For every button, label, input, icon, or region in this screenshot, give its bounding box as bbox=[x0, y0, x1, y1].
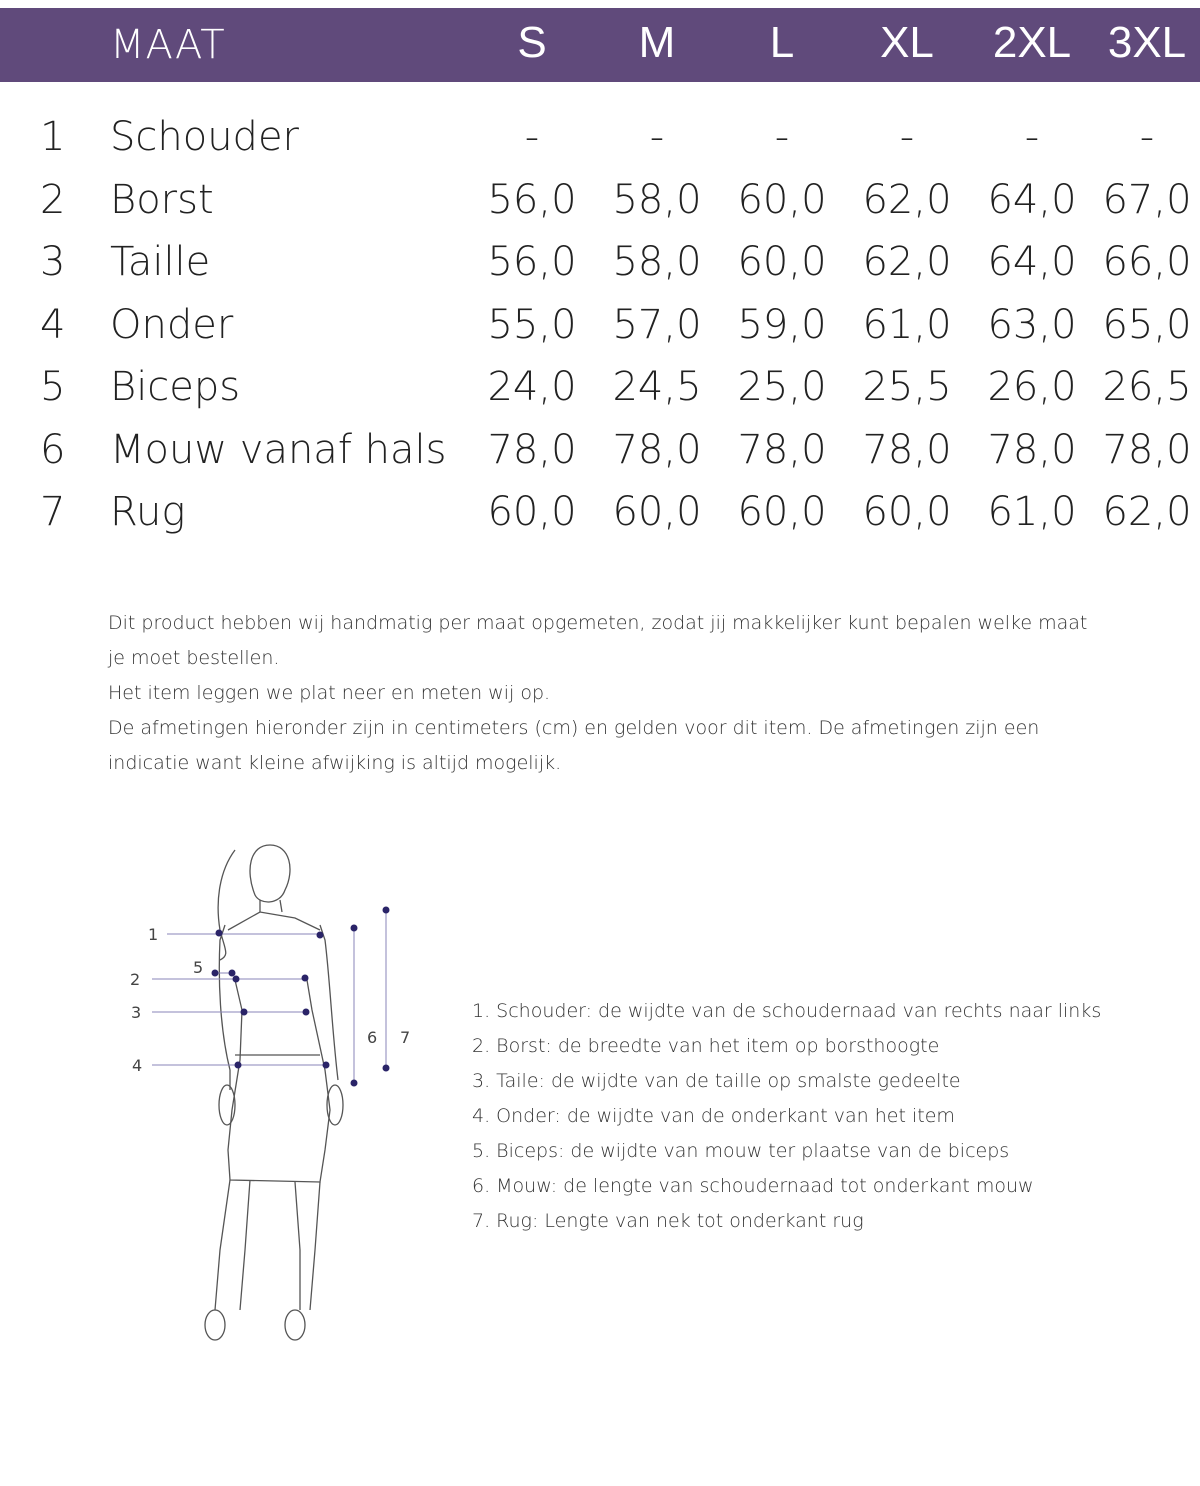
cell-value: 60,0 bbox=[737, 176, 827, 223]
legend-item: 4. Onder: de wijdte van de onderkant van… bbox=[472, 1105, 955, 1127]
measurement-figure: 1 2 3 4 5 6 7 bbox=[130, 844, 410, 1341]
figure-label-4: 4 bbox=[132, 1056, 142, 1075]
description-line: Het item leggen we plat neer en meten wi… bbox=[108, 682, 551, 704]
figure-label-3: 3 bbox=[131, 1003, 141, 1022]
cell-value: 78,0 bbox=[987, 426, 1077, 473]
cell-value: 67,0 bbox=[1102, 176, 1192, 223]
table-row: 1 Schouder - - - - - - bbox=[0, 114, 1200, 174]
cell-value: 57,0 bbox=[612, 301, 702, 348]
legend-item: 1. Schouder: de wijdte van de schouderna… bbox=[472, 1000, 1102, 1022]
cell-value: 24,0 bbox=[487, 364, 577, 410]
legend-item: 2. Borst: de breedte van het item op bor… bbox=[472, 1035, 940, 1057]
row-label: Schouder bbox=[110, 114, 300, 160]
cell-value: 58,0 bbox=[612, 176, 702, 223]
cell-value: 64,0 bbox=[987, 176, 1077, 223]
cell-value: 56,0 bbox=[487, 239, 577, 285]
row-label: Biceps bbox=[110, 364, 241, 410]
legend-item: 3. Taile: de wijdte van de taille op sma… bbox=[472, 1070, 961, 1092]
size-xl: XL bbox=[880, 18, 934, 67]
cell-value: 60,0 bbox=[487, 489, 577, 535]
row-label: Rug bbox=[110, 489, 186, 535]
row-number: 2 bbox=[40, 176, 66, 223]
cell-value: 78,0 bbox=[1102, 426, 1192, 473]
row-number: 3 bbox=[40, 239, 66, 285]
header-title: MAAT bbox=[110, 22, 226, 68]
cell-value: 64,0 bbox=[987, 239, 1077, 285]
cell-value: 55,0 bbox=[487, 301, 577, 348]
cell-value: 63,0 bbox=[987, 301, 1077, 348]
row-number: 5 bbox=[40, 364, 66, 410]
size-s: S bbox=[517, 18, 547, 67]
cell-value: 78,0 bbox=[737, 426, 827, 473]
measure-points bbox=[211, 906, 390, 1087]
size-2xl: 2XL bbox=[992, 18, 1072, 67]
figure-silhouette bbox=[204, 844, 344, 1341]
cell-value: - bbox=[899, 114, 915, 160]
legend-item: 5. Biceps: de wijdte van mouw ter plaats… bbox=[472, 1140, 1010, 1162]
figure-label-1: 1 bbox=[148, 925, 158, 944]
table-row: 3 Taille 56,0 58,0 60,0 62,0 64,0 66,0 bbox=[0, 239, 1200, 299]
cell-value: 25,5 bbox=[862, 364, 952, 410]
cell-value: - bbox=[1024, 114, 1040, 160]
row-label: Taille bbox=[110, 239, 211, 285]
cell-value: - bbox=[774, 114, 790, 160]
table-row: 7 Rug 60,0 60,0 60,0 60,0 61,0 62,0 bbox=[0, 489, 1200, 549]
description-line: Dit product hebben wij handmatig per maa… bbox=[108, 612, 1088, 669]
description-line: De afmetingen hieronder zijn in centimet… bbox=[108, 717, 1040, 774]
cell-value: 60,0 bbox=[612, 489, 702, 535]
size-m: M bbox=[638, 18, 676, 67]
cell-value: 65,0 bbox=[1102, 301, 1192, 348]
cell-value: - bbox=[524, 114, 540, 160]
cell-value: 61,0 bbox=[987, 489, 1077, 535]
row-label: Onder bbox=[110, 301, 234, 348]
size-3xl: 3XL bbox=[1107, 18, 1187, 67]
row-label: Borst bbox=[110, 176, 214, 223]
cell-value: 56,0 bbox=[487, 176, 577, 223]
cell-value: 62,0 bbox=[862, 239, 952, 285]
table-row: 5 Biceps 24,0 24,5 25,0 25,5 26,0 26,5 bbox=[0, 364, 1200, 424]
table-row: 2 Borst 56,0 58,0 60,0 62,0 64,0 67,0 bbox=[0, 177, 1200, 237]
cell-value: 60,0 bbox=[862, 489, 952, 535]
measure-lines bbox=[152, 910, 387, 1083]
legend-item: 7. Rug: Lengte van nek tot onderkant rug bbox=[472, 1210, 864, 1232]
cell-value: 61,0 bbox=[862, 301, 952, 348]
cell-value: - bbox=[649, 114, 665, 160]
cell-value: 62,0 bbox=[862, 176, 952, 223]
cell-value: 60,0 bbox=[737, 239, 827, 285]
cell-value: 78,0 bbox=[862, 426, 952, 473]
description: Dit product hebben wij handmatig per maa… bbox=[108, 606, 1108, 781]
row-number: 7 bbox=[40, 489, 66, 535]
legend-item: 6. Mouw: de lengte van schoudernaad tot … bbox=[472, 1175, 1034, 1197]
row-number: 1 bbox=[40, 114, 66, 160]
cell-value: 59,0 bbox=[737, 301, 827, 348]
cell-value: 60,0 bbox=[737, 489, 827, 535]
size-l: L bbox=[769, 18, 795, 67]
table-row: 6 Mouw vanaf hals 78,0 78,0 78,0 78,0 78,0 78,0 bbox=[0, 427, 1200, 487]
figure-label-2: 2 bbox=[130, 970, 140, 989]
cell-value: 24,5 bbox=[612, 364, 702, 410]
row-label: Mouw vanaf hals bbox=[110, 426, 447, 473]
cell-value: 78,0 bbox=[487, 426, 577, 473]
cell-value: 25,0 bbox=[737, 364, 827, 410]
cell-value: 26,0 bbox=[987, 364, 1077, 410]
cell-value: 62,0 bbox=[1102, 489, 1192, 535]
cell-value: 58,0 bbox=[612, 239, 702, 285]
figure-label-5: 5 bbox=[193, 958, 203, 977]
measurement-legend: 1. Schouder: de wijdte van de schouderna… bbox=[472, 994, 1101, 1239]
table-row: 4 Onder 55,0 57,0 59,0 61,0 63,0 65,0 bbox=[0, 302, 1200, 362]
figure-label-7: 7 bbox=[400, 1028, 410, 1047]
cell-value: 66,0 bbox=[1102, 239, 1192, 285]
cell-value: 78,0 bbox=[612, 426, 702, 473]
cell-value: 26,5 bbox=[1102, 364, 1192, 410]
row-number: 4 bbox=[40, 301, 66, 348]
figure-label-6: 6 bbox=[367, 1028, 377, 1047]
row-number: 6 bbox=[40, 426, 66, 473]
size-table-header: MAAT S M L XL 2XL 3XL bbox=[0, 8, 1200, 82]
cell-value: - bbox=[1139, 114, 1155, 160]
